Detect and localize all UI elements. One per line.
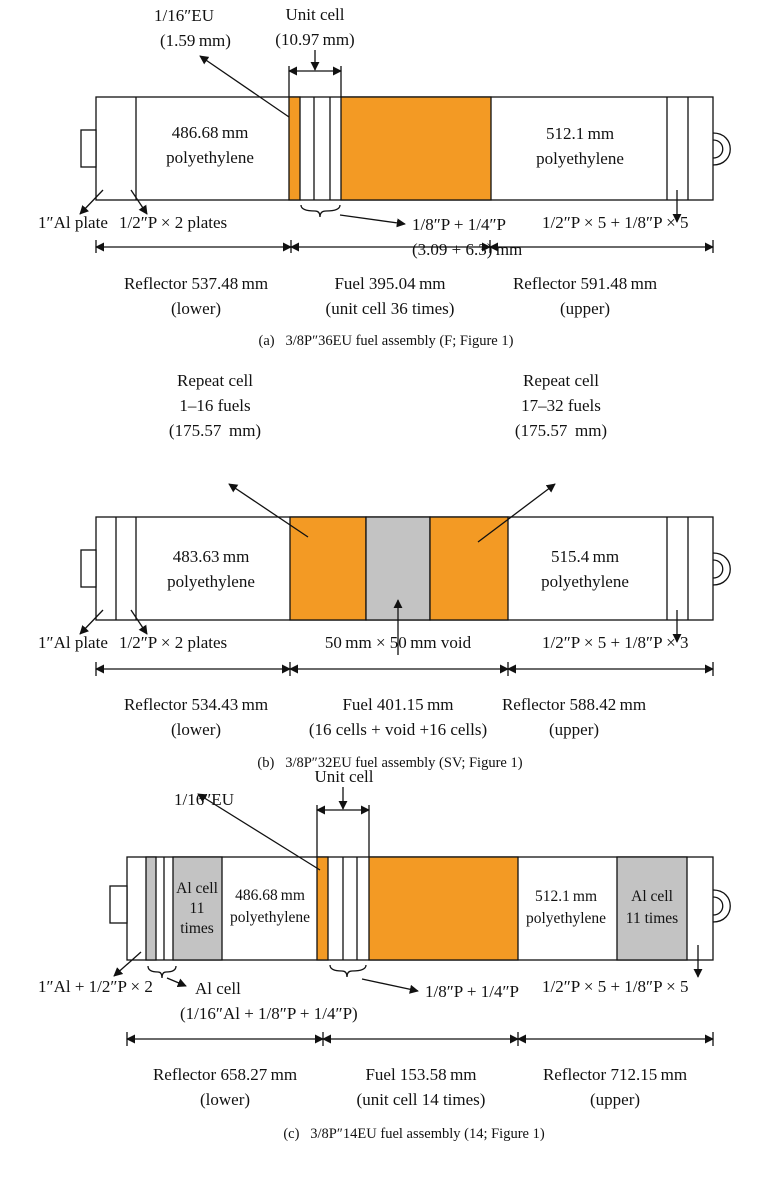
panel-b: Repeat cell 1–16 fuels (175.57 mm) Repea…: [38, 371, 731, 771]
al-cell-right-count-c: 11 times: [626, 910, 678, 927]
unit-cell-label-c: Unit cell: [314, 767, 373, 786]
upper-poly-material-c: polyethylene: [526, 910, 606, 927]
cell-parts-label-a: 1/8″P + 1/4″P: [412, 215, 506, 234]
al-cell-left-times-c: times: [180, 920, 214, 937]
fuel-length-note-a: (unit cell 36 times): [326, 299, 455, 318]
reflector-lower-note-c: (lower): [200, 1090, 250, 1109]
unit-cell-size-a: (10.97 mm): [275, 30, 354, 49]
fuel-length-a: Fuel 395.04 mm: [334, 274, 445, 293]
fuel-length-c: Fuel 153.58 mm: [365, 1065, 476, 1084]
upper-poly-length-b: 515.4 mm: [551, 547, 619, 566]
repeat-cell-right-b: [429, 516, 509, 621]
upper-plates-label-c: 1/2″P × 5 + 1/8″P × 5: [542, 977, 689, 996]
repeat-left-size-b: (175.57 mm): [169, 421, 261, 440]
reflector-upper-c: Reflector 712.15 mm: [543, 1065, 687, 1084]
bottom-fitting-b: [80, 549, 97, 588]
repeat-right-range-b: 17–32 fuels: [521, 396, 601, 415]
upper-plates-label-a: 1/2″P × 5 + 1/8″P × 5: [542, 213, 689, 232]
fuel-region-a: [340, 96, 492, 201]
eu-plate-a: [288, 96, 301, 201]
assembly-b-body: [80, 516, 731, 621]
reflector-lower-b: Reflector 534.43 mm: [124, 695, 268, 714]
top-hook-b: [712, 552, 731, 586]
cell-parts-label-c: 1/8″P + 1/4″P: [425, 982, 519, 1001]
al-cell-left-count-c: 11: [190, 900, 205, 917]
bottom-fitting-c: [109, 885, 128, 924]
bottom-fitting-a: [80, 129, 97, 168]
al-cell-right-region-c: [616, 856, 688, 961]
upper-poly-material-b: polyethylene: [541, 572, 629, 591]
reflector-upper-b: Reflector 588.42 mm: [502, 695, 646, 714]
assembly-a-body: [80, 96, 731, 201]
top-hook-c: [712, 889, 731, 923]
al-plate-c: [145, 856, 157, 961]
lower-poly-length-b: 483.63 mm: [173, 547, 250, 566]
al-plates-label-c: 1″Al + 1/2″P × 2: [38, 977, 153, 996]
repeat-right-title-b: Repeat cell: [523, 371, 599, 390]
reflector-upper-note-c: (upper): [590, 1090, 640, 1109]
reflector-upper-note-b: (upper): [549, 720, 599, 739]
void-label-b: 50 mm × 50 mm void: [325, 633, 472, 652]
eu-plate-c: [316, 856, 329, 961]
plates-label-a: 1/2″P × 2 plates: [119, 213, 227, 232]
caption-c: (c) 3/8P″14EU fuel assembly (14; Figure …: [283, 1126, 545, 1142]
al-plate-label-b: 1″Al plate: [38, 633, 108, 652]
upper-poly-material-a: polyethylene: [536, 149, 624, 168]
plates-label-b: 1/2″P × 2 plates: [119, 633, 227, 652]
cell-parts-size-a: (3.09 + 6.3) mm: [412, 240, 522, 259]
upper-poly-length-c: 512.1 mm: [535, 888, 597, 905]
al-cell-left-region-c: [172, 856, 223, 961]
al-cell-right-title-c: Al cell: [631, 888, 673, 905]
panel-c: 1/16″EU Unit cell Al cell 11 times 486.6…: [38, 767, 731, 1142]
panel-a: 1/16″EU (1.59 mm) Unit cell (10.97 mm) 4…: [38, 5, 731, 349]
unit-cell-label-a: Unit cell: [285, 5, 344, 24]
reflector-lower-note-a: (lower): [171, 299, 221, 318]
fuel-length-note-c: (unit cell 14 times): [357, 1090, 486, 1109]
reflector-lower-note-b: (lower): [171, 720, 221, 739]
lower-poly-material-b: polyethylene: [167, 572, 255, 591]
top-hook-a: [712, 132, 731, 166]
caption-a: (a) 3/8P″36EU fuel assembly (F; Figure 1…: [259, 333, 514, 349]
eu-label-a: 1/16″EU: [154, 6, 214, 25]
al-plate-label-a: 1″Al plate: [38, 213, 108, 232]
lower-poly-material-a: polyethylene: [166, 148, 254, 167]
fuel-length-note-b: (16 cells + void +16 cells): [309, 720, 487, 739]
repeat-left-title-b: Repeat cell: [177, 371, 253, 390]
eu-label-c: 1/16″EU: [174, 790, 234, 809]
repeat-right-size-b: (175.57 mm): [515, 421, 607, 440]
fuel-region-c: [368, 856, 519, 961]
reflector-upper-a: Reflector 591.48 mm: [513, 274, 657, 293]
upper-plates-label-b: 1/2″P × 5 + 1/8″P × 3: [542, 633, 689, 652]
caption-b: (b) 3/8P″32EU fuel assembly (SV; Figure …: [257, 755, 522, 771]
eu-thickness-a: (1.59 mm): [160, 31, 231, 50]
fuel-length-b: Fuel 401.15 mm: [342, 695, 453, 714]
upper-poly-length-a: 512.1 mm: [546, 124, 614, 143]
repeat-left-range-b: 1–16 fuels: [179, 396, 250, 415]
assembly-c-body: [109, 856, 731, 961]
reflector-lower-c: Reflector 658.27 mm: [153, 1065, 297, 1084]
reflector-upper-note-a: (upper): [560, 299, 610, 318]
al-cell-label-c: Al cell: [195, 979, 241, 998]
lower-poly-length-a: 486.68 mm: [172, 123, 249, 142]
reflector-lower-a: Reflector 537.48 mm: [124, 274, 268, 293]
al-cell-left-title-c: Al cell: [176, 880, 218, 897]
lower-poly-length-c: 486.68 mm: [235, 887, 305, 904]
lower-poly-material-c: polyethylene: [230, 909, 310, 926]
al-cell-parts-c: (1/16″Al + 1/8″P + 1/4″P): [180, 1004, 358, 1023]
